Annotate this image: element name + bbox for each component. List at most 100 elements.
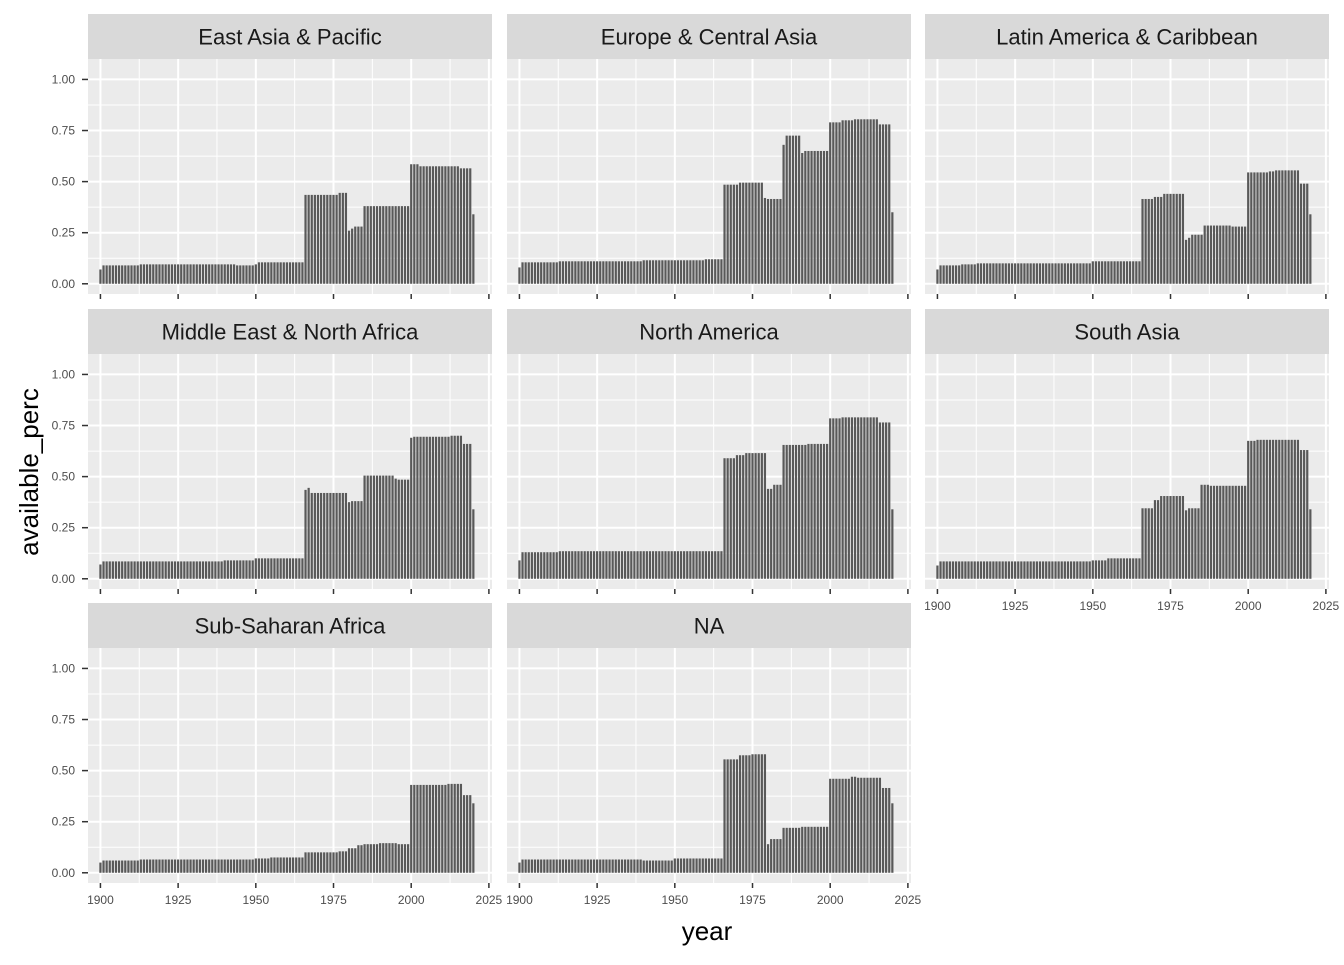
- bar: [1247, 440, 1250, 579]
- bar: [201, 859, 205, 873]
- bar: [469, 795, 472, 873]
- bar: [114, 561, 118, 579]
- bar: [655, 260, 658, 284]
- bar: [1234, 226, 1237, 284]
- bar: [711, 858, 714, 873]
- bar: [351, 501, 354, 579]
- bar: [177, 264, 180, 284]
- bar: [344, 492, 348, 579]
- bar: [369, 206, 372, 284]
- bar: [192, 561, 195, 579]
- bar: [1007, 263, 1011, 284]
- bar: [245, 859, 248, 873]
- bar: [788, 444, 791, 579]
- bar: [1017, 263, 1020, 284]
- bar: [403, 479, 407, 579]
- bar: [1175, 193, 1178, 284]
- bar: [226, 560, 229, 579]
- bar: [951, 265, 955, 284]
- bar: [1290, 439, 1293, 579]
- bar: [863, 777, 866, 873]
- bar: [798, 444, 801, 579]
- x-tick-label: 1950: [1079, 599, 1106, 613]
- bar: [679, 858, 683, 873]
- bar: [776, 839, 779, 873]
- bar: [1048, 561, 1051, 579]
- y-axis-title: available_perc: [14, 388, 44, 556]
- bar: [1178, 496, 1181, 579]
- bar: [282, 558, 285, 579]
- bar: [1299, 183, 1303, 284]
- bar: [1175, 496, 1178, 579]
- bar: [469, 168, 472, 284]
- bar: [183, 264, 186, 284]
- bar: [779, 484, 782, 579]
- bar: [1303, 450, 1306, 579]
- bar: [121, 561, 124, 579]
- bar: [1041, 263, 1045, 284]
- bar: [636, 261, 639, 284]
- strip-background: [507, 14, 911, 59]
- bar: [357, 226, 360, 284]
- bar: [881, 787, 885, 873]
- bar: [711, 259, 714, 284]
- bar: [1163, 496, 1166, 579]
- bar: [536, 262, 540, 284]
- bar: [260, 558, 264, 579]
- bar: [704, 259, 707, 284]
- bar: [583, 859, 586, 873]
- bar: [326, 194, 329, 284]
- bar: [623, 551, 627, 579]
- bar: [189, 264, 192, 284]
- bar: [1079, 561, 1082, 579]
- bars: [99, 164, 475, 284]
- bar: [295, 558, 298, 579]
- bar: [850, 417, 854, 579]
- x-tick-label: 2025: [476, 893, 503, 907]
- bar: [379, 475, 382, 579]
- bar: [642, 551, 645, 579]
- bar: [881, 124, 885, 284]
- bar: [776, 484, 779, 579]
- bar: [438, 436, 441, 579]
- bar: [992, 263, 995, 284]
- bar: [1212, 485, 1216, 579]
- bar: [838, 418, 841, 579]
- bar: [555, 262, 558, 284]
- bar: [155, 264, 158, 284]
- bar: [1094, 560, 1098, 579]
- bar: [208, 264, 211, 284]
- bar: [1250, 440, 1253, 579]
- bar: [211, 264, 214, 284]
- bar: [807, 150, 810, 284]
- bar: [1045, 561, 1048, 579]
- bar: [1132, 261, 1135, 284]
- bar: [223, 560, 226, 579]
- bar: [431, 784, 435, 873]
- bar: [552, 859, 555, 873]
- bar: [735, 455, 739, 579]
- bar: [170, 264, 174, 284]
- bar: [885, 422, 888, 579]
- bar: [273, 558, 276, 579]
- bar: [434, 166, 438, 284]
- bar: [201, 561, 205, 579]
- bar: [111, 860, 114, 873]
- bar: [1138, 558, 1141, 579]
- bar: [1026, 561, 1029, 579]
- bar: [651, 860, 655, 873]
- bar: [729, 458, 732, 579]
- bar: [406, 844, 410, 873]
- bar: [217, 264, 220, 284]
- bar: [406, 479, 410, 579]
- bar: [214, 561, 217, 579]
- bar: [723, 759, 726, 873]
- bar: [720, 551, 723, 579]
- bar: [958, 265, 961, 284]
- bar: [1284, 170, 1287, 284]
- bar: [732, 458, 735, 579]
- bar: [518, 267, 521, 284]
- y-tick-label: 0.25: [52, 815, 76, 829]
- bar: [1054, 561, 1057, 579]
- bar: [239, 859, 242, 873]
